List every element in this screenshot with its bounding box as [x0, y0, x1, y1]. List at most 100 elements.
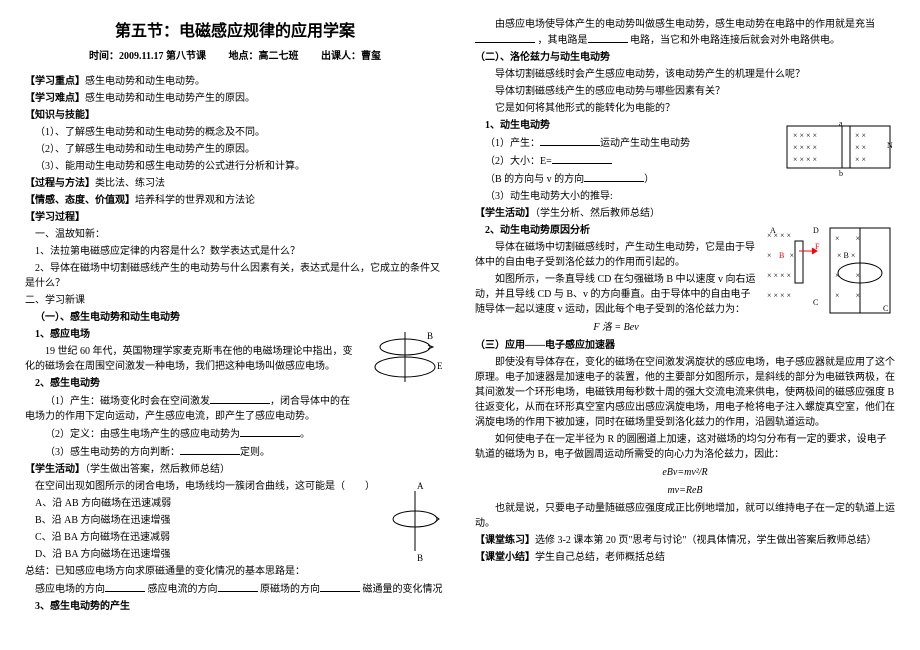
- left-column: 第五节：电磁感应规律的应用学案 时间：2009.11.17 第八节课 地点：高二…: [25, 15, 445, 635]
- part2-title: （二）、洛伦兹力与动生电动势: [475, 50, 895, 65]
- svg-text:A: A: [417, 481, 424, 491]
- app-p1: 即使没有导体存在，变化的磁场在空间激发涡旋状的感应电场，电子感应器就是应用了这个…: [475, 355, 895, 430]
- warmup: 一、温故知新：: [25, 227, 445, 242]
- blank: [475, 32, 535, 43]
- activity-note: （学生做出答案，然后教师总结）: [85, 464, 230, 475]
- r-p1: 由感应电场使导体产生的电动势叫做感生电动势，感生电动势在电路中的作用就是充当 ，…: [475, 17, 895, 48]
- act-text: 在空间出现如图所示的闭合电场，电场线均一簇闭合曲线，这可能是（ ）: [25, 479, 445, 494]
- chain3: 原磁场的方向: [260, 584, 320, 595]
- blank: [552, 153, 612, 164]
- svg-text:b: b: [839, 169, 843, 178]
- s2-p2: （2）定义：由感生电场产生的感应电动势为。: [25, 426, 445, 442]
- r-p1a: 由感应电场使导体产生的电动势叫做感生电动势，感生电动势在电路中的作用就是充当: [495, 19, 875, 30]
- summary-label: 总结：已知感应电场方向求原磁通量的变化情况的基本思路是：: [25, 564, 445, 579]
- ab-ellipse-icon: A B: [385, 479, 445, 564]
- k3: （3）、能用动生电动势和感生电动势的公式进行分析和计算。: [25, 159, 445, 174]
- r-q2: 导体切割磁感线产生的感应电动势与哪些因素有关？: [475, 84, 895, 99]
- circuit-icon: × × × × × × × × × × × × × × × × × × a b …: [785, 118, 895, 178]
- chain4: 磁通量的变化情况: [363, 584, 443, 595]
- activity2-note: （学生分析、然后教师总结）: [535, 208, 660, 219]
- difficulty-row: 【学习难点】感生电动势和动生电动势产生的原因。: [25, 91, 445, 106]
- blank: [218, 581, 258, 592]
- svg-text:× ×: × ×: [835, 234, 860, 243]
- s2-p1: （1）产生：磁场变化时会在空间激发，闭合导体中的在电场力的作用下定向运动，产生感…: [25, 393, 445, 424]
- ab-diagram: A B: [385, 479, 445, 569]
- s2-p1a: （1）产生：磁场变化时会在空间激发: [45, 396, 210, 407]
- blank: [320, 581, 360, 592]
- r-q1: 导体切割磁感线时会产生感应电动势，该电动势产生的机理是什么呢？: [475, 67, 895, 82]
- value-label: 【情感、态度、价值观】: [25, 195, 135, 206]
- svg-text:× × × ×: × × × ×: [767, 271, 791, 280]
- r-s1-2a: （2）大小：E=: [485, 156, 552, 167]
- k2: （2）、了解感生电动势和动生电动势产生的原因。: [25, 142, 445, 157]
- place-label: 地点：高二七班: [228, 51, 298, 62]
- svg-text:× × × ×: × × × ×: [793, 143, 817, 152]
- app-p2: 如何使电子在一定半径为 R 的圆圈道上加速，这对磁场的均匀分布有一定的要求，设电…: [475, 432, 895, 462]
- svg-text:× × × ×: × × × ×: [767, 291, 791, 300]
- r-s1-1a: （1）产生：: [485, 138, 540, 149]
- svg-text:A: A: [770, 226, 776, 235]
- svg-text:C: C: [883, 304, 888, 313]
- svg-text:C: C: [813, 298, 818, 307]
- value-text: 培养科学的世界观和方法论: [135, 195, 255, 206]
- r-s1-1b: 运动产生动生电动势: [600, 138, 690, 149]
- k1: （1）、了解感生电动势和动生电动势的概念及不同。: [25, 125, 445, 140]
- blank: [240, 426, 300, 437]
- difficulty-text: 感生电动势和动生电动势产生的原因。: [85, 93, 255, 104]
- r-q3: 它是如何将其他形式的能转化为电能的？: [475, 101, 895, 116]
- method-row: 【过程与方法】类比法、练习法: [25, 176, 445, 191]
- s2-p3a: （3）感生电动势的方向判断：: [45, 447, 180, 458]
- part1-title: （一）、感生电动势和动生电动势: [25, 310, 445, 325]
- practice-text: 选修 3-2 课本第 20 页"思考与讨论"（视具体情况，学生做出答案后教师总结…: [535, 535, 877, 546]
- r-p1b: ，其电路是: [538, 35, 588, 46]
- summary2-text: 学生自己总结，老师概括总结: [535, 552, 665, 563]
- s2-p3b: 定则。: [240, 447, 270, 458]
- blank: [540, 135, 600, 146]
- q1: 1、法拉第电磁感应定律的内容是什么？数学表达式是什么？: [25, 244, 445, 259]
- blank: [584, 171, 644, 182]
- svg-text:× × × ×: × × × ×: [793, 155, 817, 164]
- svg-text:× × × ×: × × × ×: [793, 131, 817, 140]
- circuit-diagram: × × × × × × × × × × × × × × × × × × a b …: [785, 118, 895, 183]
- process-label: 【学习过程】: [25, 210, 445, 225]
- knowledge-label: 【知识与技能】: [25, 108, 445, 123]
- page-title: 第五节：电磁感应规律的应用学案: [25, 20, 445, 44]
- subtitle-row: 时间：2009.11.17 第八节课 地点：高二七班 出课人：曹玺: [25, 49, 445, 64]
- s2-p2a: （2）定义：由感生电场产生的感应电动势为: [45, 429, 240, 440]
- q2: 2、导体在磁场中切割磁感线产生的电动势与什么因素有关，表达式是什么，它成立的条件…: [25, 261, 445, 291]
- app-p3: 也就是说，只要电子动量随磁感应强度成正比例地增加，就可以维持电子在一定的轨道上运…: [475, 501, 895, 531]
- blank: [180, 444, 240, 455]
- focus-row: 【学习重点】感生电动势和动生电动势。: [25, 74, 445, 89]
- value-row: 【情感、态度、价值观】培养科学的世界观和方法论: [25, 193, 445, 208]
- blank: [210, 393, 270, 404]
- optA: A、沿 AB 方向磁场在迅速减弱: [25, 496, 445, 511]
- summary2-label: 【课堂小结】: [475, 552, 535, 563]
- practice-row: 【课堂练习】选修 3-2 课本第 20 页"思考与讨论"（视具体情况，学生做出答…: [475, 533, 895, 548]
- formula2: eBv=mv²/R: [475, 465, 895, 480]
- activity2-label: 【学生活动】: [475, 208, 535, 219]
- practice-label: 【课堂练习】: [475, 535, 535, 546]
- svg-text:× ×: × ×: [855, 131, 866, 140]
- svg-text:× ×: × ×: [835, 291, 860, 300]
- r-s1-3a: （B 的方向与 v 的方向: [485, 174, 584, 185]
- chain: 感应电场的方向 感应电流的方向 原磁场的方向 磁通量的变化情况: [25, 581, 445, 597]
- svg-text:B: B: [417, 553, 423, 563]
- optB: B、沿 AB 方向磁场在迅速增强: [25, 513, 445, 528]
- svg-text:× ×: × ×: [855, 155, 866, 164]
- r-p1c: 电路，当它和外电路连接后就会对外电路供电。: [630, 35, 840, 46]
- right-column: 由感应电场使导体产生的电动势叫做感生电动势，感生电动势在电路中的作用就是充当 ，…: [475, 15, 895, 635]
- method-label: 【过程与方法】: [25, 178, 95, 189]
- teacher-label: 出课人：曹玺: [321, 51, 381, 62]
- method-text: 类比法、练习法: [95, 178, 165, 189]
- time-label: 时间：2009.11.17 第八节课: [89, 51, 206, 62]
- svg-text:B: B: [779, 251, 784, 260]
- blank: [588, 32, 628, 43]
- blank: [105, 581, 145, 592]
- optC: C、沿 BA 方向磁场在迅速减弱: [25, 530, 445, 545]
- formula3: mv=ReB: [475, 483, 895, 498]
- bar-field-diagram: × × × × × × × × × × × × × × B F A D C × …: [765, 223, 895, 323]
- svg-text:B: B: [427, 331, 433, 341]
- focus-text: 感生电动势和动生电动势。: [85, 76, 205, 87]
- svg-text:N: N: [887, 141, 893, 150]
- part3-title: （三）应用——电子感应加速器: [475, 338, 895, 353]
